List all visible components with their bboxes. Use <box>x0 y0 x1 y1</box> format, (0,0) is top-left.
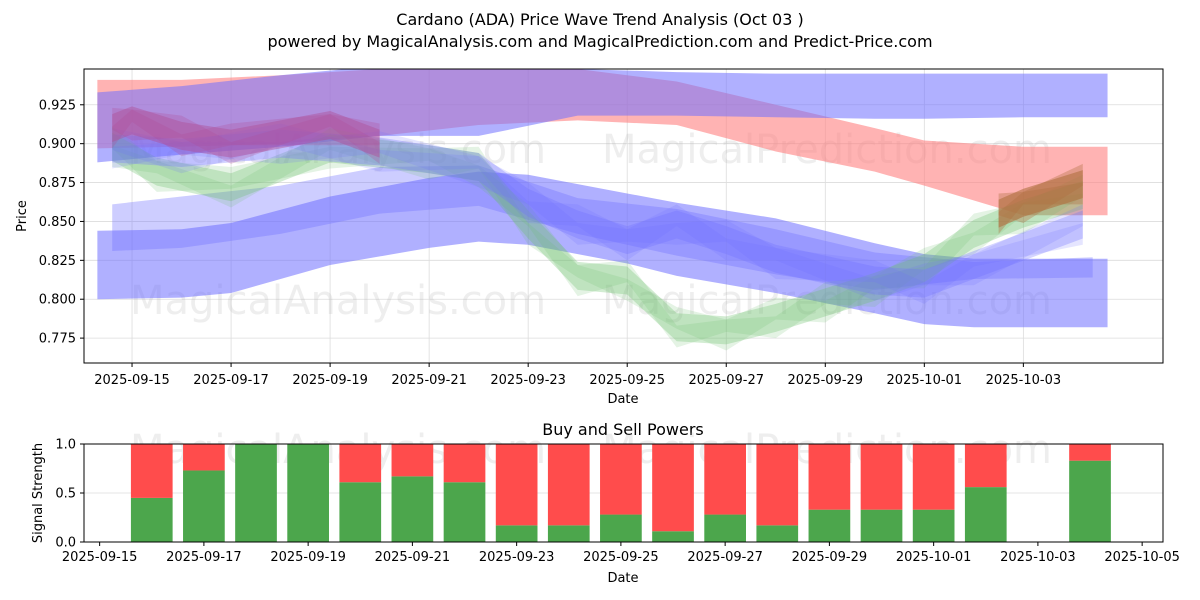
sell-bar <box>339 444 381 482</box>
signal-y-tick-label: 0.5 <box>55 487 76 502</box>
price-x-tick-label: 2025-09-15 <box>94 373 170 388</box>
sell-bar <box>392 444 434 476</box>
buy-bar <box>913 510 955 542</box>
signal-x-tick-label: 2025-09-25 <box>583 550 659 565</box>
signal-y-tick-label: 0.0 <box>55 536 76 551</box>
signal-x-tick-label: 2025-09-19 <box>270 550 346 565</box>
sell-bar <box>1069 444 1111 461</box>
signal-x-tick-label: 2025-09-17 <box>166 550 242 565</box>
buy-bar <box>1069 461 1111 542</box>
signal-x-ticks: 2025-09-15 2025-09-17 2025-09-19 2025-09-21… <box>62 542 1180 565</box>
buy-bar <box>392 476 434 542</box>
sell-bar <box>913 444 955 510</box>
buy-bar <box>756 525 798 542</box>
sell-bar <box>496 444 538 525</box>
buy-bar <box>131 498 173 542</box>
price-y-tick-label: 0.775 <box>39 332 76 347</box>
buy-bar <box>235 444 277 542</box>
price-x-tick-label: 2025-09-25 <box>589 373 665 388</box>
price-x-tick-label: 2025-09-29 <box>788 373 864 388</box>
price-x-tick-label: 2025-09-19 <box>292 373 368 388</box>
sell-bar <box>548 444 590 525</box>
signal-x-tick-label: 2025-10-01 <box>896 550 972 565</box>
signal-x-tick-label: 2025-09-15 <box>62 550 138 565</box>
buy-bar <box>548 525 590 542</box>
sell-bar <box>444 444 486 482</box>
signal-y-label: Signal Strength <box>31 443 46 543</box>
signal-x-tick-label: 2025-10-05 <box>1104 550 1180 565</box>
signal-x-tick-label: 2025-09-23 <box>479 550 555 565</box>
buy-bar <box>704 515 746 542</box>
buy-bar <box>444 482 486 542</box>
price-y-label: Price <box>15 200 30 232</box>
price-y-tick-label: 0.900 <box>39 137 76 152</box>
price-x-tick-label: 2025-09-23 <box>490 373 566 388</box>
price-y-tick-label: 0.925 <box>39 98 76 113</box>
buy-bar <box>809 510 851 542</box>
buy-bar <box>496 525 538 542</box>
signal-x-tick-label: 2025-09-21 <box>375 550 451 565</box>
price-x-tick-label: 2025-09-17 <box>193 373 269 388</box>
price-x-tick-label: 2025-09-21 <box>391 373 467 388</box>
price-x-tick-label: 2025-10-03 <box>986 373 1062 388</box>
price-y-ticks: 0.775 0.800 0.825 0.850 0.875 0.900 0.925 <box>39 98 84 346</box>
sell-bar <box>704 444 746 515</box>
buy-bar <box>287 444 329 542</box>
sell-bar <box>652 444 694 531</box>
price-y-tick-label: 0.800 <box>39 293 76 308</box>
chart-canvas: MagicalAnalysis.com MagicalPrediction.co… <box>0 0 1200 600</box>
price-y-tick-label: 0.850 <box>39 215 76 230</box>
signal-x-tick-label: 2025-09-29 <box>792 550 868 565</box>
price-x-ticks: 2025-09-15 2025-09-17 2025-09-19 2025-09-21… <box>94 363 1061 388</box>
sell-bar <box>183 444 225 470</box>
buy-bar <box>183 470 225 542</box>
sell-bar <box>861 444 903 510</box>
sell-bar <box>131 444 173 498</box>
signal-x-tick-label: 2025-10-03 <box>1000 550 1076 565</box>
buy-bar <box>965 487 1007 542</box>
sell-bar <box>965 444 1007 487</box>
signal-x-tick-label: 2025-09-27 <box>687 550 763 565</box>
sell-bar <box>756 444 798 525</box>
signal-y-tick-label: 1.0 <box>55 438 76 453</box>
sell-bar <box>600 444 642 515</box>
buy-bar <box>339 482 381 542</box>
price-x-label: Date <box>607 392 638 407</box>
signal-y-ticks: 0.0 0.5 1.0 <box>55 438 84 551</box>
buy-bar <box>861 510 903 542</box>
price-y-tick-label: 0.875 <box>39 176 76 191</box>
price-x-tick-label: 2025-10-01 <box>887 373 963 388</box>
price-x-tick-label: 2025-09-27 <box>688 373 764 388</box>
sell-bar <box>809 444 851 510</box>
price-y-tick-label: 0.825 <box>39 254 76 269</box>
signal-x-label: Date <box>607 571 638 586</box>
buy-bar <box>600 515 642 542</box>
buy-bar <box>652 531 694 542</box>
